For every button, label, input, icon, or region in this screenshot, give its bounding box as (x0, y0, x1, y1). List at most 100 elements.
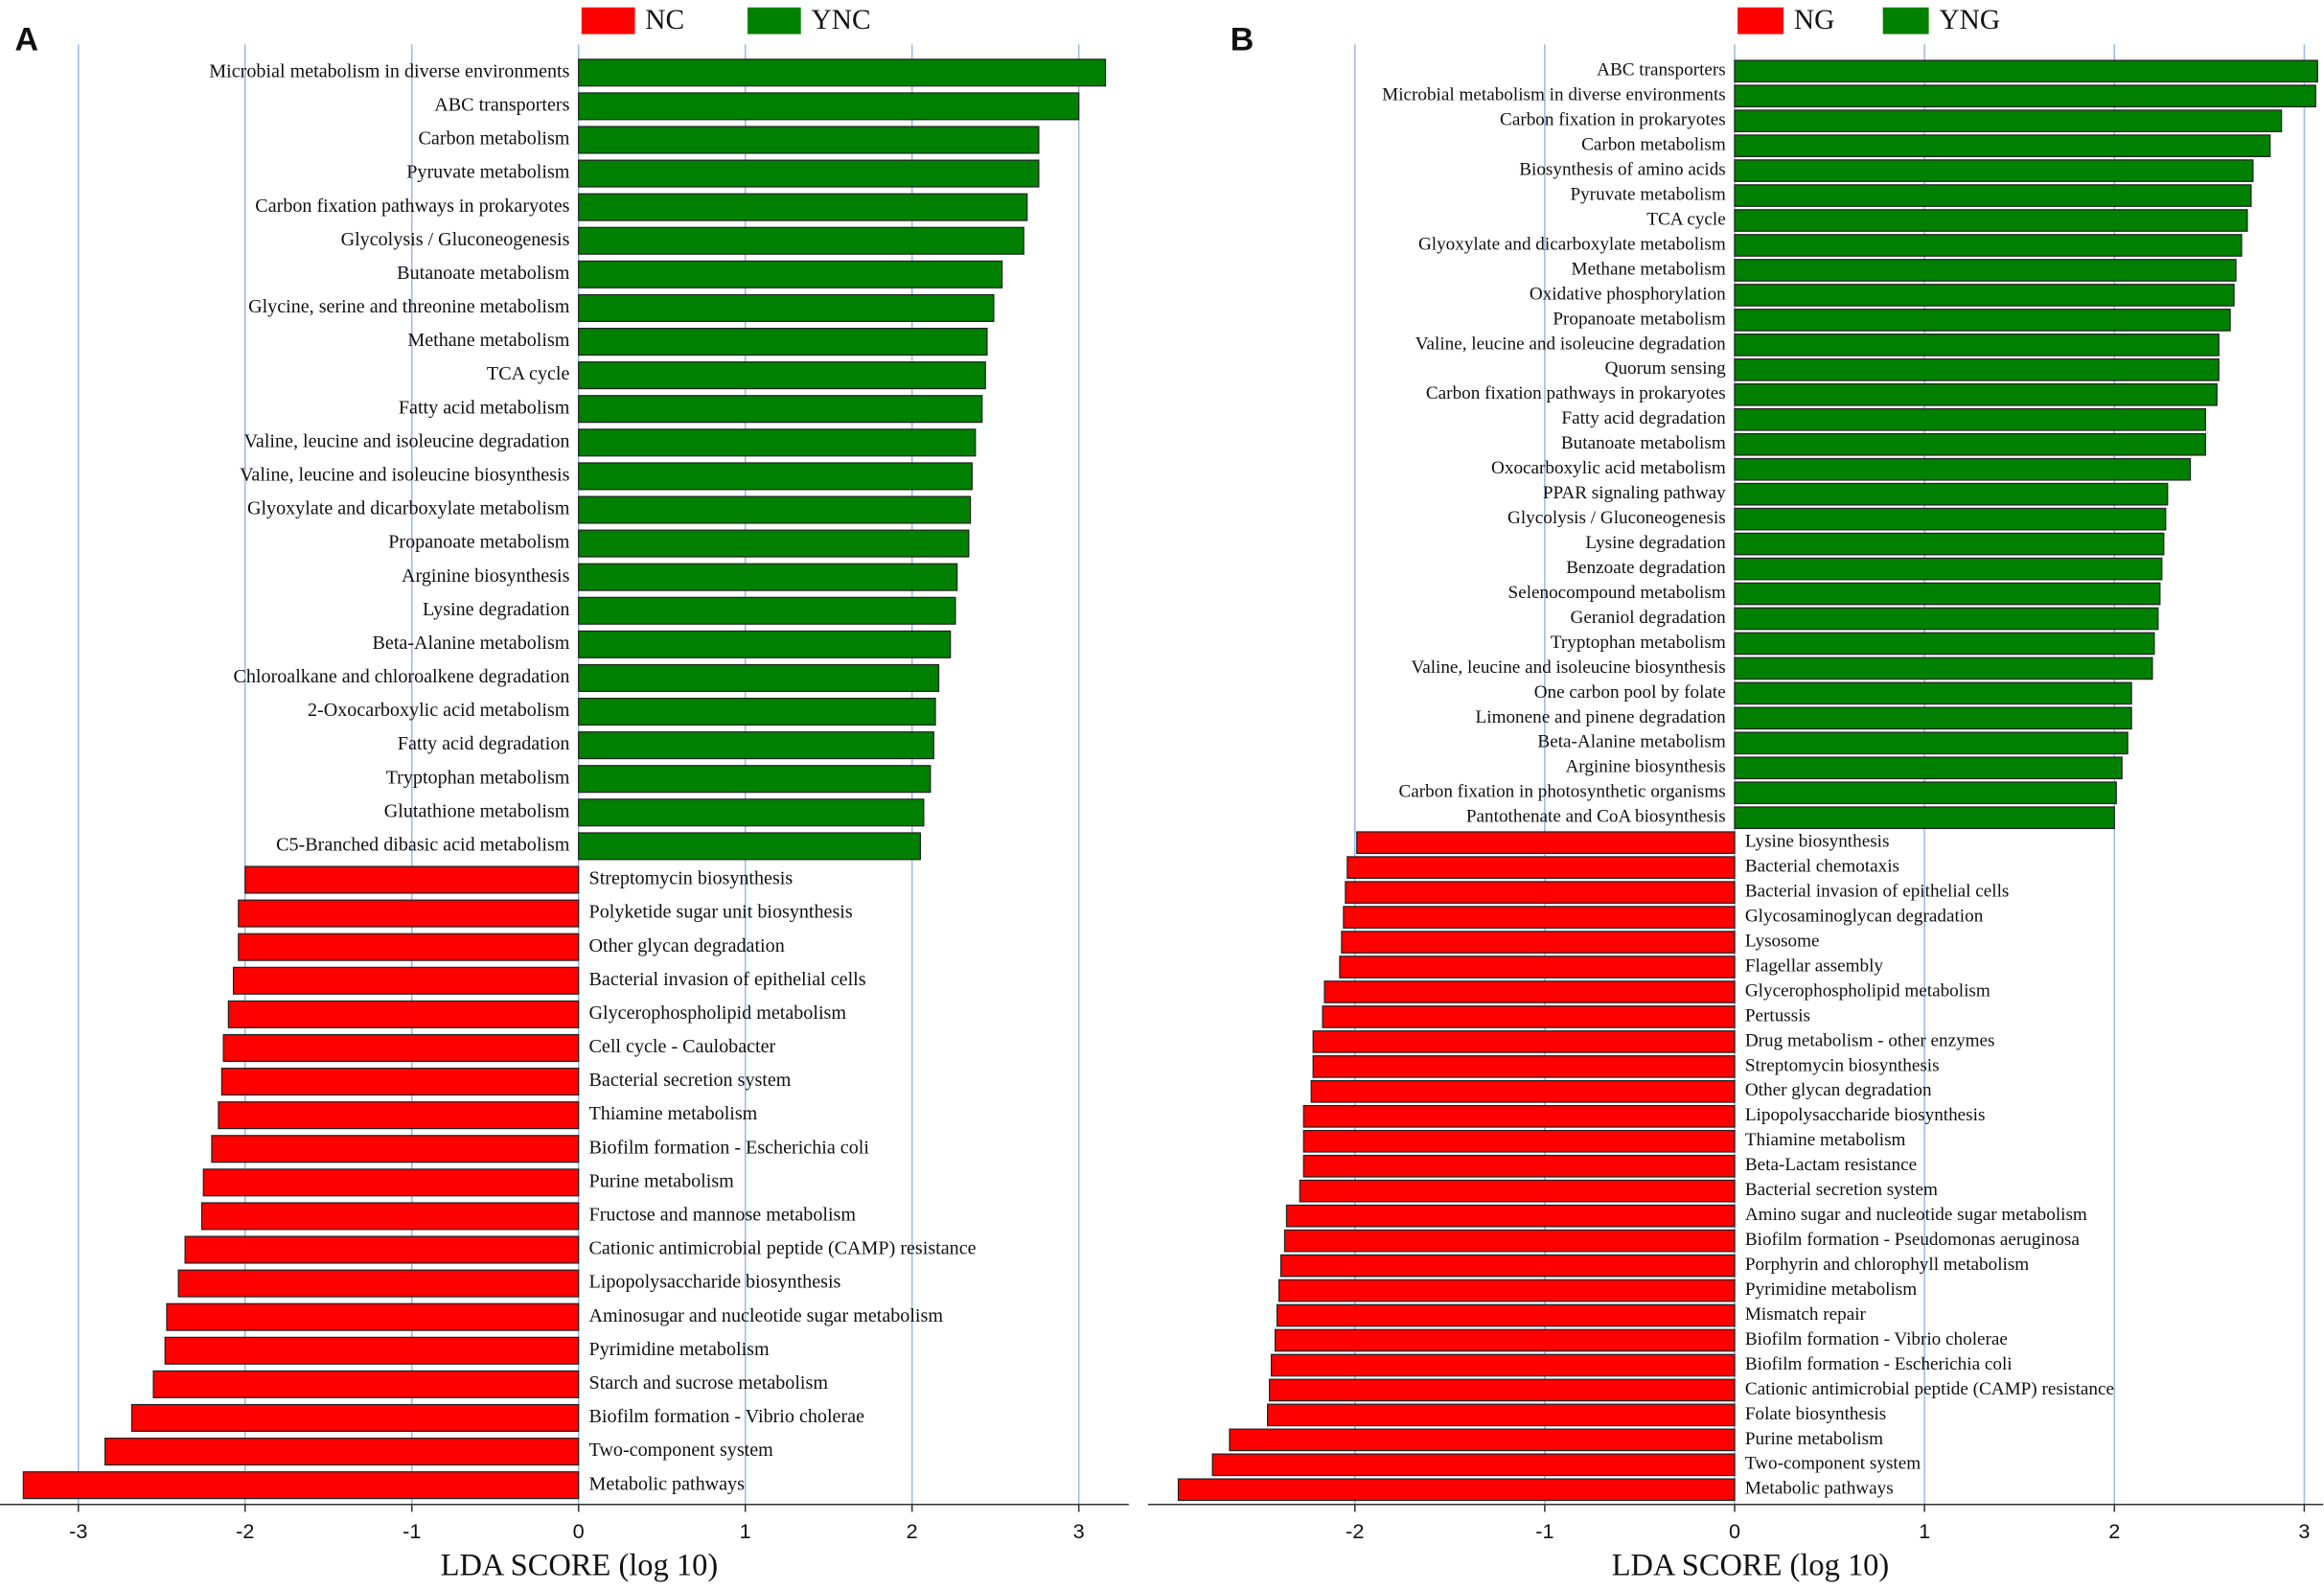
bar (1734, 357, 2220, 381)
bar (1229, 1428, 1736, 1452)
category-label: Glycosaminoglycan degradation (1745, 906, 1984, 926)
category-label: 2-Oxocarboxylic acid metabolism (308, 700, 570, 721)
bar (1299, 1179, 1736, 1203)
bar (1734, 457, 2192, 481)
bar (578, 630, 952, 658)
category-label: Beta-Alanine metabolism (1537, 732, 1725, 752)
bar (1734, 382, 2218, 406)
bar (1734, 209, 2248, 232)
category-label: Butanoate metabolism (1561, 433, 1726, 453)
category-label: Valine, leucine and isoleucine biosynthe… (240, 465, 569, 486)
category-label: Fructose and mannose metabolism (589, 1205, 857, 1226)
bar (578, 462, 973, 491)
category-label: Beta-Alanine metabolism (373, 633, 570, 654)
bar (1276, 1303, 1736, 1327)
bar (177, 1269, 580, 1298)
bar (220, 1068, 580, 1096)
bar (578, 226, 1024, 255)
x-tick-label: 0 (573, 1519, 585, 1543)
category-label: Glycine, serine and threonine metabolism (248, 296, 570, 317)
bar (1341, 931, 1736, 954)
bar (227, 1000, 580, 1028)
category-label: Geraniol degradation (1571, 608, 1727, 628)
bar (218, 1101, 580, 1130)
bar (1734, 432, 2207, 456)
bar (1283, 1229, 1736, 1253)
x-tick-label: -2 (236, 1519, 254, 1543)
category-label: Pyrimidine metabolism (589, 1339, 770, 1360)
bar (200, 1202, 580, 1231)
bar (104, 1438, 580, 1466)
category-label: Biofilm formation - Vibrio cholerae (1745, 1329, 2008, 1349)
category-label: Beta-Lactam resistance (1745, 1155, 1917, 1175)
legend-swatch (1737, 7, 1784, 35)
x-tick-label: 3 (1073, 1519, 1085, 1543)
bar (1734, 482, 2169, 506)
bar (1339, 956, 1736, 979)
category-label: Bacterial invasion of epithelial cells (1745, 882, 2010, 902)
category-label: Limonene and pinene degradation (1476, 707, 1727, 727)
bar (1734, 59, 2318, 83)
bar (1734, 731, 2128, 755)
bar (1343, 906, 1736, 929)
category-label: Selenocompound metabolism (1508, 583, 1726, 603)
category-label: Biofilm formation - Escherichia coli (1745, 1354, 2013, 1374)
bar (1277, 1279, 1736, 1302)
category-label: Starch and sucrose metabolism (589, 1372, 829, 1394)
x-tick-label: 1 (1919, 1519, 1930, 1543)
bar (578, 395, 983, 424)
category-label: Tryptophan metabolism (1551, 633, 1726, 653)
category-label: Glycolysis / Gluconeogenesis (341, 229, 570, 250)
bar (1177, 1478, 1736, 1502)
category-label: Microbial metabolism in diverse environm… (1382, 85, 1726, 105)
bar (166, 1302, 580, 1331)
category-label: Lysine biosynthesis (1745, 832, 1890, 852)
bar (1734, 681, 2132, 705)
bar (578, 596, 956, 625)
category-label: Glutathione metabolism (384, 800, 570, 821)
bar (578, 327, 988, 357)
category-label: Quorum sensing (1605, 358, 1727, 379)
bar (1734, 756, 2123, 780)
bar (578, 193, 1028, 221)
category-label: Aminosugar and nucleotide sugar metaboli… (589, 1305, 944, 1326)
bar (1312, 1030, 1736, 1053)
bar (578, 663, 940, 692)
category-label: Pyruvate metabolism (406, 162, 570, 183)
bar (1279, 1254, 1736, 1278)
category-label: Cationic antimicrobial peptide (CAMP) re… (589, 1238, 977, 1259)
bar (1345, 881, 1736, 904)
category-label: Porphyrin and chlorophyll metabolism (1745, 1255, 2029, 1275)
category-label: Two-component system (1745, 1454, 1921, 1474)
category-label: Chloroalkane and chloroalkene degradatio… (233, 666, 569, 687)
category-label: Biofilm formation - Pseudomonas aerugino… (1745, 1230, 2081, 1250)
category-label: Lysine degradation (1585, 533, 1726, 553)
bar (1734, 706, 2132, 730)
bar (1734, 134, 2271, 157)
bar (578, 765, 932, 794)
category-label: Bacterial secretion system (589, 1070, 792, 1091)
bar (1323, 980, 1736, 1003)
bar (1734, 109, 2283, 133)
category-label: TCA cycle (1646, 209, 1725, 229)
category-label: Metabolic pathways (589, 1473, 746, 1494)
category-label: Drug metabolism - other enzymes (1745, 1030, 1995, 1050)
category-label: TCA cycle (487, 363, 570, 384)
bar (578, 58, 1107, 87)
category-label: Flagellar assembly (1745, 956, 1884, 976)
bar (1734, 234, 2243, 257)
legend-swatch (748, 7, 801, 35)
category-label: Purine metabolism (1745, 1429, 1883, 1449)
bar (578, 563, 958, 591)
legend-swatch (1882, 7, 1929, 35)
bar (578, 361, 986, 390)
category-label: Carbon metabolism (1581, 135, 1726, 155)
category-label: Oxocarboxylic acid metabolism (1491, 458, 1726, 478)
category-label: Carbon fixation pathways in prokaryotes (255, 196, 569, 217)
bar (578, 260, 1003, 288)
legend-label: NG (1794, 5, 1834, 35)
category-label: Bacterial invasion of epithelial cells (589, 969, 866, 990)
x-tick-label: -1 (1535, 1519, 1553, 1543)
legend-label: YNC (812, 5, 871, 35)
category-label: Pertussis (1745, 1005, 1810, 1025)
